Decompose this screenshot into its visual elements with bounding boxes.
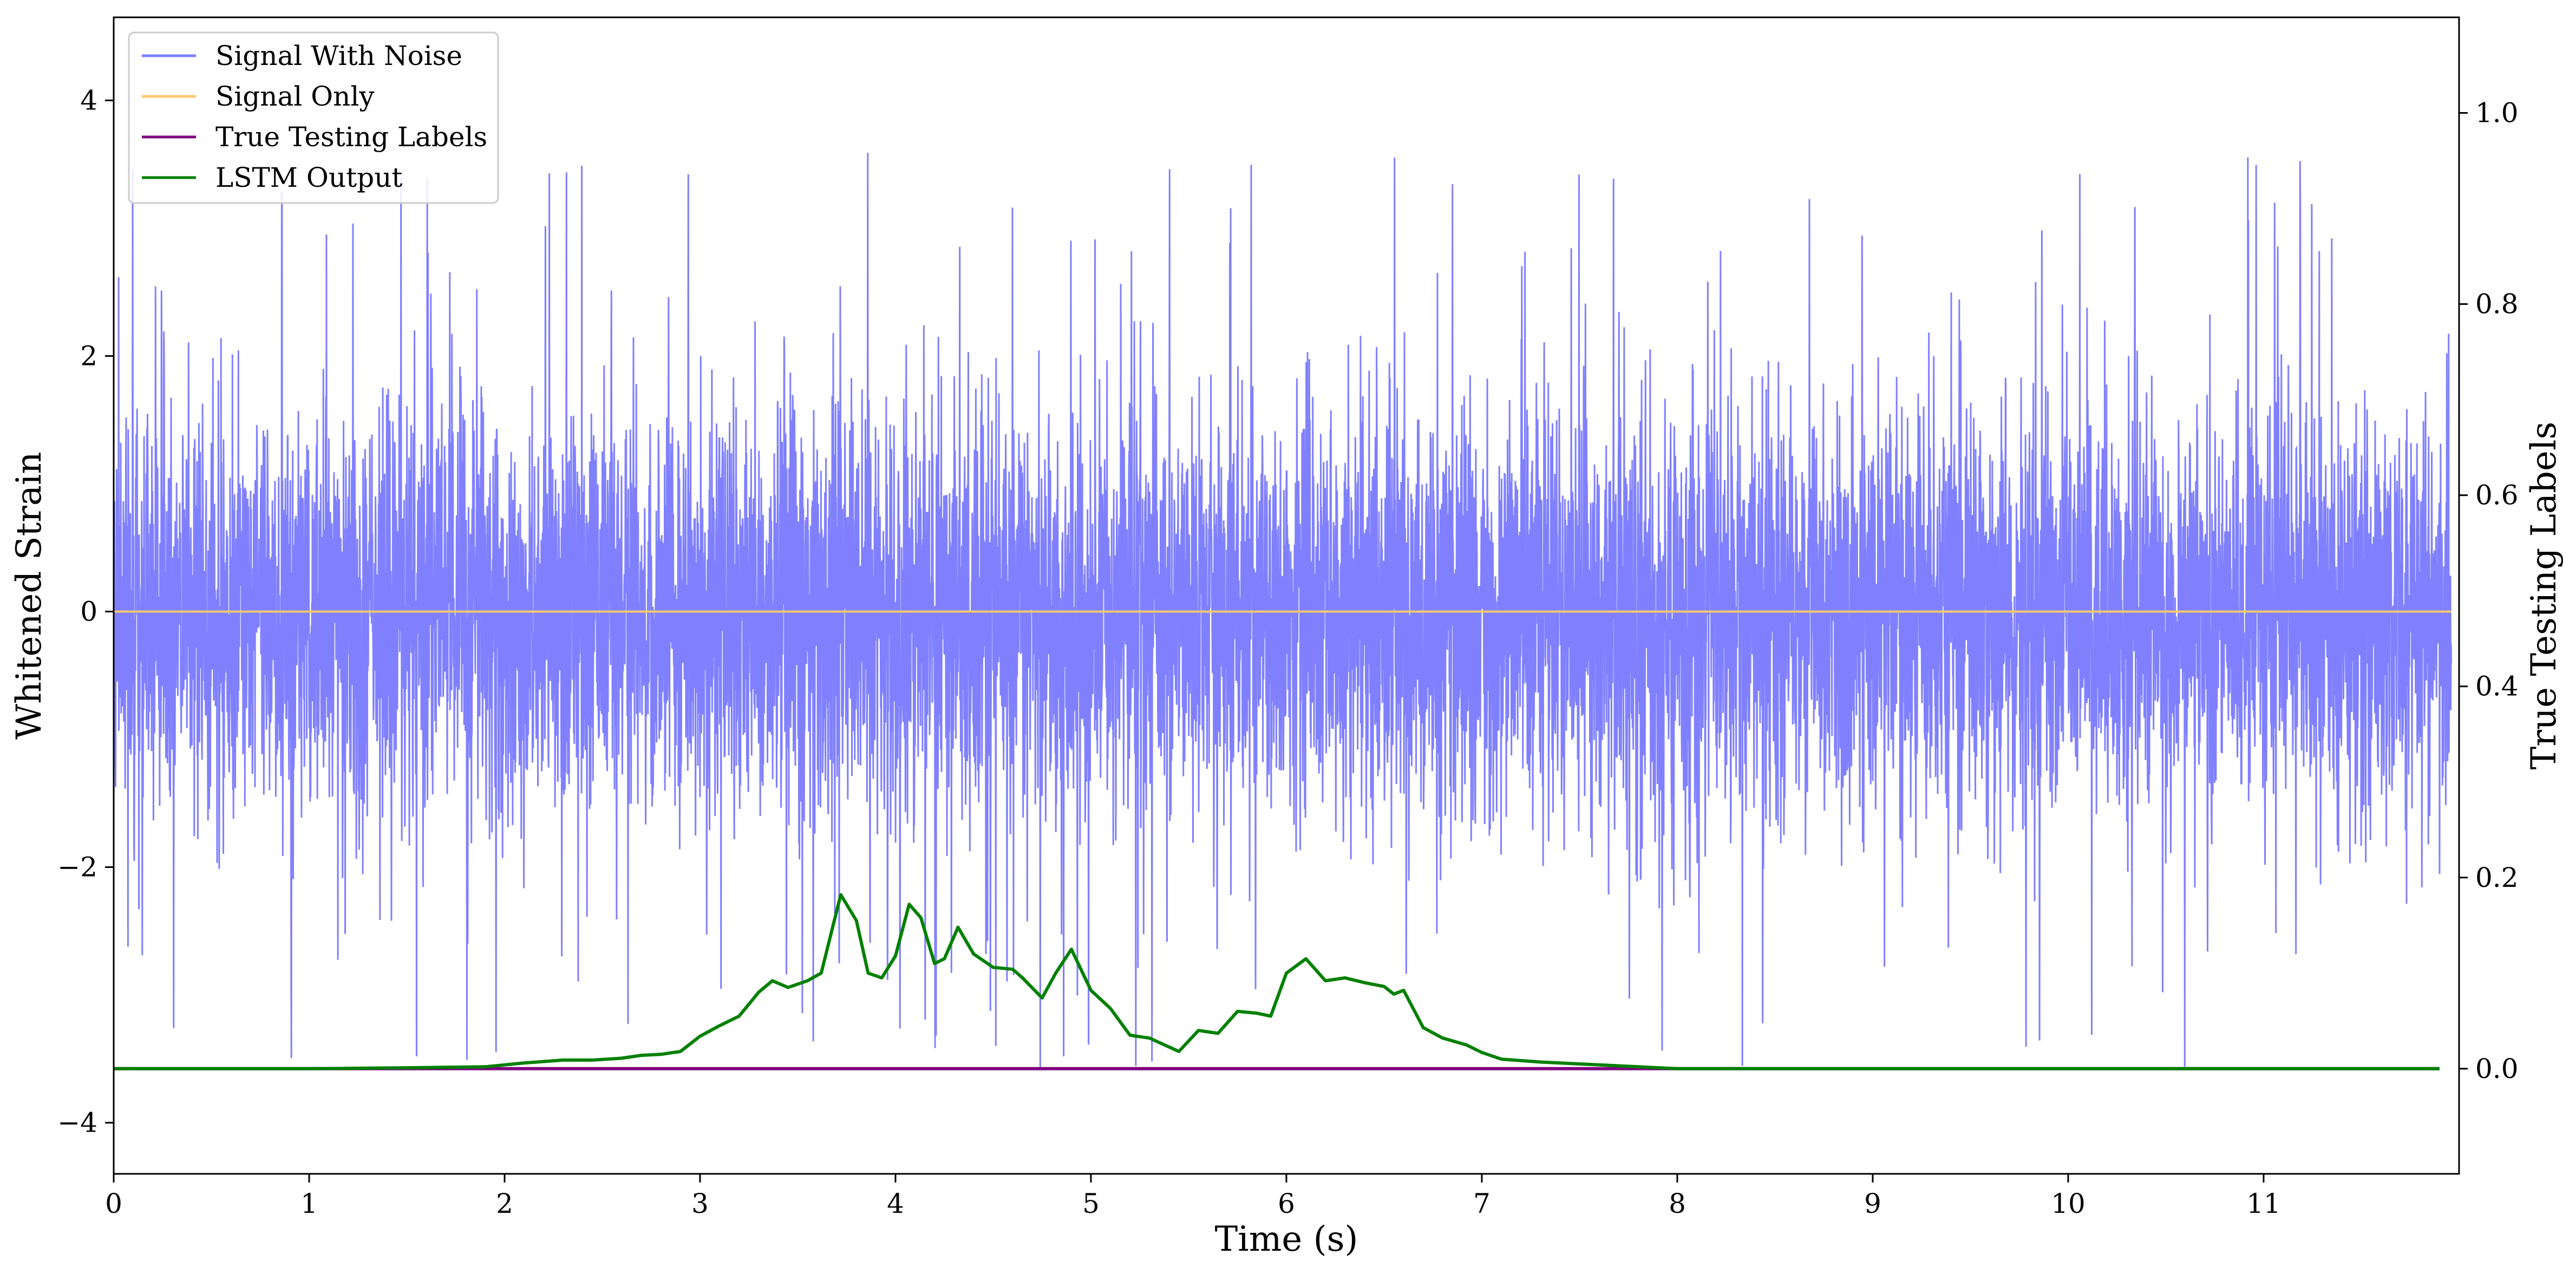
x-tick-label: 5 [1082,1188,1100,1219]
x-tick-label: 8 [1669,1188,1686,1219]
series-signal-with-noise [114,153,2453,1069]
x-tick-label: 6 [1278,1188,1295,1219]
y2-axis-label: True Testing Labels [2524,422,2564,770]
x-tick-label: 0 [105,1188,122,1219]
legend-label-lstm-output: LSTM Output [215,162,402,193]
x-tick-label: 11 [2246,1188,2281,1219]
legend-box [128,31,499,204]
x-tick-label: 2 [496,1188,513,1219]
y-tick-label: 2 [80,340,97,371]
legend-label-signal-with-noise: Signal With Noise [215,40,462,71]
y-tick-label: 0 [80,596,97,628]
x-tick-label: 9 [1864,1188,1881,1219]
legend-label-true-testing-labels: True Testing Labels [215,121,487,153]
x-tick-label: 1 [300,1188,318,1219]
legend-label-signal-only: Signal Only [215,81,375,112]
series-lstm-output [114,893,2440,1070]
x-tick-label: 10 [2051,1188,2085,1219]
y2-axis-ticks: 0.0 0.2 0.4 0.6 0.8 1.0 [2459,97,2519,1084]
y2-tick-label: 0.6 [2475,480,2519,511]
y-axis-label: Whitened Strain [9,452,49,739]
x-tick-label: 4 [887,1188,904,1219]
legend: Signal With Noise Signal Only True Testi… [128,31,499,204]
y-tick-label: −2 [57,852,97,883]
y2-tick-label: 0.4 [2475,671,2519,702]
y-tick-label: 4 [80,84,97,116]
x-axis-ticks: 0 1 2 3 4 5 6 7 8 9 10 11 [105,1174,2281,1219]
series-layer [114,153,2453,1070]
y2-tick-label: 0.2 [2475,862,2519,893]
y-tick-label: −4 [57,1107,97,1139]
x-tick-label: 7 [1473,1188,1490,1219]
x-axis-label: Time (s) [1215,1219,1358,1259]
y2-tick-label: 1.0 [2475,97,2519,129]
y2-tick-label: 0.8 [2475,289,2519,320]
y-axis-ticks: −4 −2 0 2 4 [57,84,114,1139]
y2-tick-label: 0.0 [2475,1053,2519,1084]
x-tick-label: 3 [691,1188,709,1219]
